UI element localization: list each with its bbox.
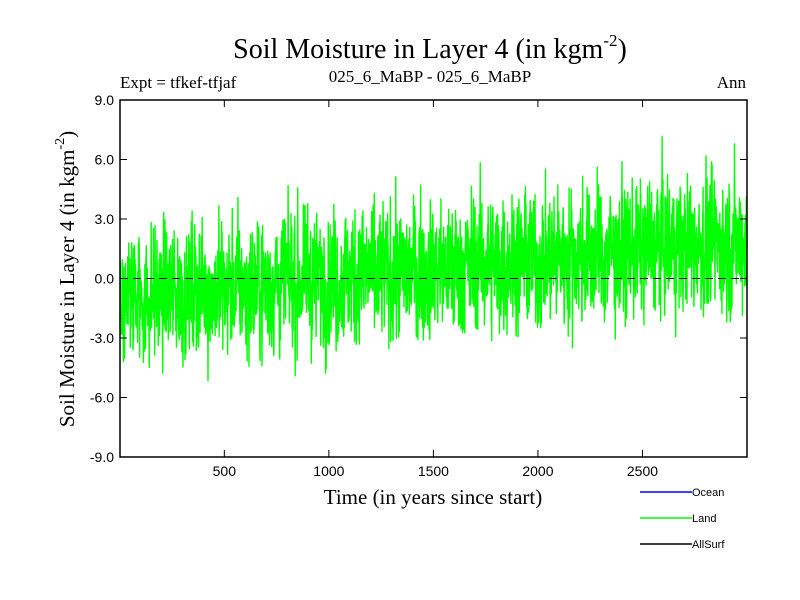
x-axis-label: Time (in years since start) [324,485,543,509]
subtitle-right: Ann [717,73,747,92]
legend-label-ocean: Ocean [692,487,724,499]
y-axis-label: Soil Moisture in Layer 4 (in kgm-2) [53,131,79,427]
plot-area [119,136,748,382]
x-tick-label: 2000 [522,463,553,479]
legend: Ocean Land AllSurf [640,487,725,551]
y-tick-label: -9.0 [90,449,114,465]
y-tick-label: 6.0 [95,152,115,168]
series-line-land [119,136,748,382]
x-tick-label: 500 [213,463,237,479]
subtitle-center: 025_6_MaBP - 025_6_MaBP [329,67,531,86]
legend-label-land: Land [692,513,716,525]
y-tick-label: -3.0 [90,330,114,346]
y-tick-label: 0.0 [95,271,115,287]
y-tick-label: -6.0 [90,390,114,406]
y-tick-label: 9.0 [95,92,115,108]
y-tick-label: 3.0 [95,211,115,227]
x-tick-label: 1000 [313,463,344,479]
legend-label-allsurf: AllSurf [692,539,725,551]
x-tick-label: 2500 [627,463,658,479]
x-tick-label: 1500 [418,463,449,479]
subtitle-left: Expt = tfkef-tfjaf [120,73,237,92]
axis-ticks: 500 1000 1500 2000 2500 -9.0 -6.0 -3.0 0.0 3.0 6.0… [90,92,747,479]
chart-title: Soil Moisture in Layer 4 (in kgm-2) [233,31,627,65]
